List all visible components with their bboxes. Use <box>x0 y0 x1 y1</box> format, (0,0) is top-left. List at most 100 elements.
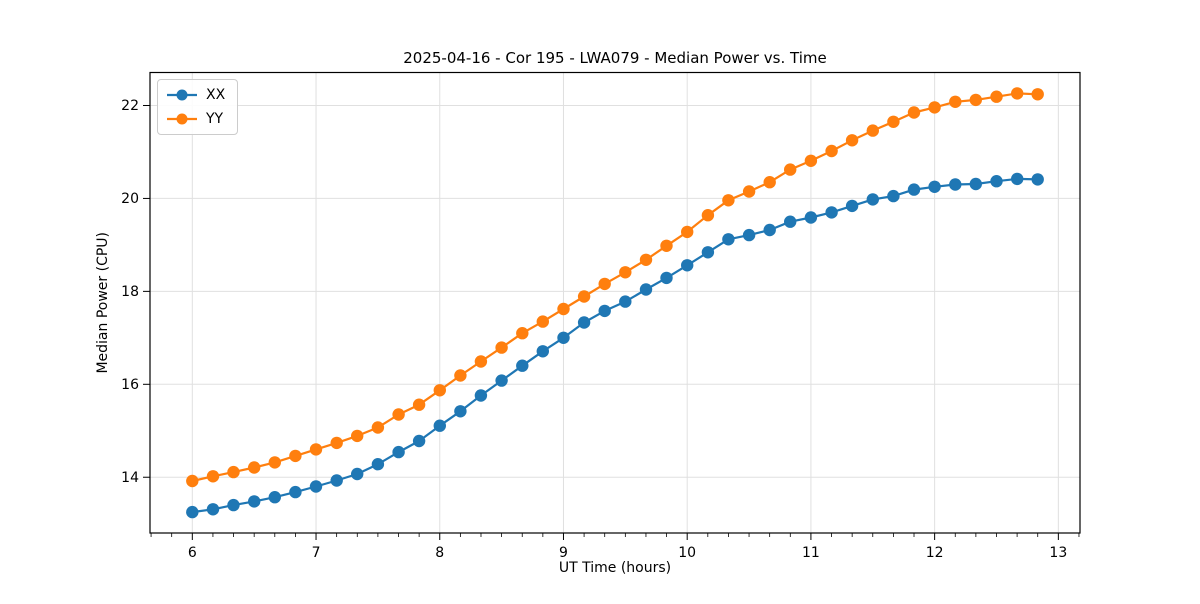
data-point-yy <box>495 341 508 354</box>
data-point-xx <box>845 199 859 213</box>
data-point-xx <box>474 389 488 402</box>
data-point-xx <box>495 374 508 387</box>
data-point-xx <box>1011 172 1024 186</box>
x-tick-label: 9 <box>559 545 568 561</box>
data-point-xx <box>309 480 323 493</box>
data-point-xx <box>681 259 694 272</box>
data-point-yy <box>907 106 921 119</box>
axes-layer: 6 7 8 9 10 11 12 13 14 16 18 20 22 <box>121 71 1081 561</box>
data-point-yy <box>1011 87 1024 100</box>
data-point-xx <box>227 498 240 512</box>
data-point-xx <box>701 246 715 259</box>
data-point-yy <box>598 277 611 291</box>
data-point-yy <box>784 163 797 176</box>
legend-line-marker-icon <box>167 89 197 101</box>
data-point-yy <box>660 239 673 252</box>
data-point-xx <box>330 474 343 487</box>
data-point-yy <box>268 456 281 469</box>
chart-title: 2025-04-16 - Cor 195 - LWA079 - Median P… <box>403 49 827 67</box>
data-point-xx <box>928 180 941 193</box>
data-point-xx <box>887 189 900 203</box>
data-point-yy <box>289 449 302 463</box>
data-point-yy <box>742 185 756 198</box>
data-point-xx <box>248 495 261 508</box>
data-point-yy <box>454 369 467 382</box>
legend-label-yy: YY <box>206 111 224 127</box>
legend-item-xx: XX <box>166 86 225 104</box>
x-axis-label: UT Time (hours) <box>559 560 671 576</box>
data-point-yy <box>928 101 941 114</box>
data-point-yy <box>804 154 818 167</box>
data-point-xx <box>969 177 982 191</box>
data-point-yy <box>619 266 632 279</box>
y-tick-label: 20 <box>121 191 139 207</box>
series-line-yy <box>191 92 1039 483</box>
data-point-yy <box>516 327 529 340</box>
data-point-yy <box>557 302 570 316</box>
data-point-xx <box>907 183 921 196</box>
data-point-xx <box>619 295 632 308</box>
y-tick-label: 16 <box>121 377 139 393</box>
data-point-xx <box>742 228 756 242</box>
data-point-yy <box>371 421 385 434</box>
data-point-xx <box>577 316 591 329</box>
grid-layer <box>150 72 1080 533</box>
data-point-xx <box>866 193 879 206</box>
data-point-xx <box>351 467 364 481</box>
data-point-yy <box>433 384 446 397</box>
data-point-yy <box>330 436 343 450</box>
data-point-xx <box>454 405 467 418</box>
x-tick-label: 13 <box>1049 545 1067 561</box>
data-point-yy <box>412 398 426 411</box>
data-point-yy <box>845 134 859 147</box>
data-point-yy <box>206 470 220 483</box>
data-point-yy <box>866 124 879 137</box>
legend-label-xx: XX <box>206 87 226 103</box>
data-point-xx <box>289 485 302 499</box>
x-tick-label: 8 <box>435 545 444 561</box>
data-point-xx <box>804 211 818 224</box>
data-point-yy <box>536 315 549 328</box>
x-tick-label: 12 <box>926 545 944 561</box>
legend-line-marker-icon <box>167 113 197 125</box>
data-point-yy <box>887 115 900 128</box>
data-point-xx <box>722 233 735 246</box>
data-point-yy <box>474 355 488 368</box>
data-point-xx <box>557 331 570 344</box>
data-point-xx <box>949 178 962 191</box>
data-point-xx <box>990 175 1003 188</box>
data-point-xx <box>660 271 673 285</box>
data-point-yy <box>701 209 715 222</box>
plot-border <box>149 71 1081 534</box>
data-point-yy <box>825 144 838 158</box>
data-point-yy <box>248 461 261 474</box>
y-tick-label: 22 <box>121 98 139 114</box>
data-point-xx <box>371 458 385 471</box>
data-point-xx <box>598 304 611 318</box>
data-point-yy <box>949 95 962 109</box>
data-point-yy <box>309 443 323 456</box>
data-point-xx <box>825 206 838 219</box>
legend: XX YY <box>157 79 239 135</box>
data-point-xx <box>433 419 446 432</box>
data-point-yy <box>763 176 776 189</box>
x-tick-label: 6 <box>188 545 197 561</box>
data-point-xx <box>268 491 281 504</box>
x-tick-label: 7 <box>312 545 321 561</box>
data-point-yy <box>577 290 591 303</box>
data-point-yy <box>186 474 199 488</box>
y-tick-label: 18 <box>121 284 139 300</box>
data-point-yy <box>969 93 982 107</box>
data-point-xx <box>206 503 220 516</box>
data-point-xx <box>784 215 797 228</box>
data-point-yy <box>392 408 405 421</box>
x-tick-label: 11 <box>802 545 820 561</box>
data-point-yy <box>227 465 240 479</box>
data-point-yy <box>990 90 1003 103</box>
x-tick-label: 10 <box>678 545 696 561</box>
data-point-yy <box>681 225 694 239</box>
series-line-xx <box>191 177 1039 514</box>
data-point-xx <box>186 505 199 519</box>
